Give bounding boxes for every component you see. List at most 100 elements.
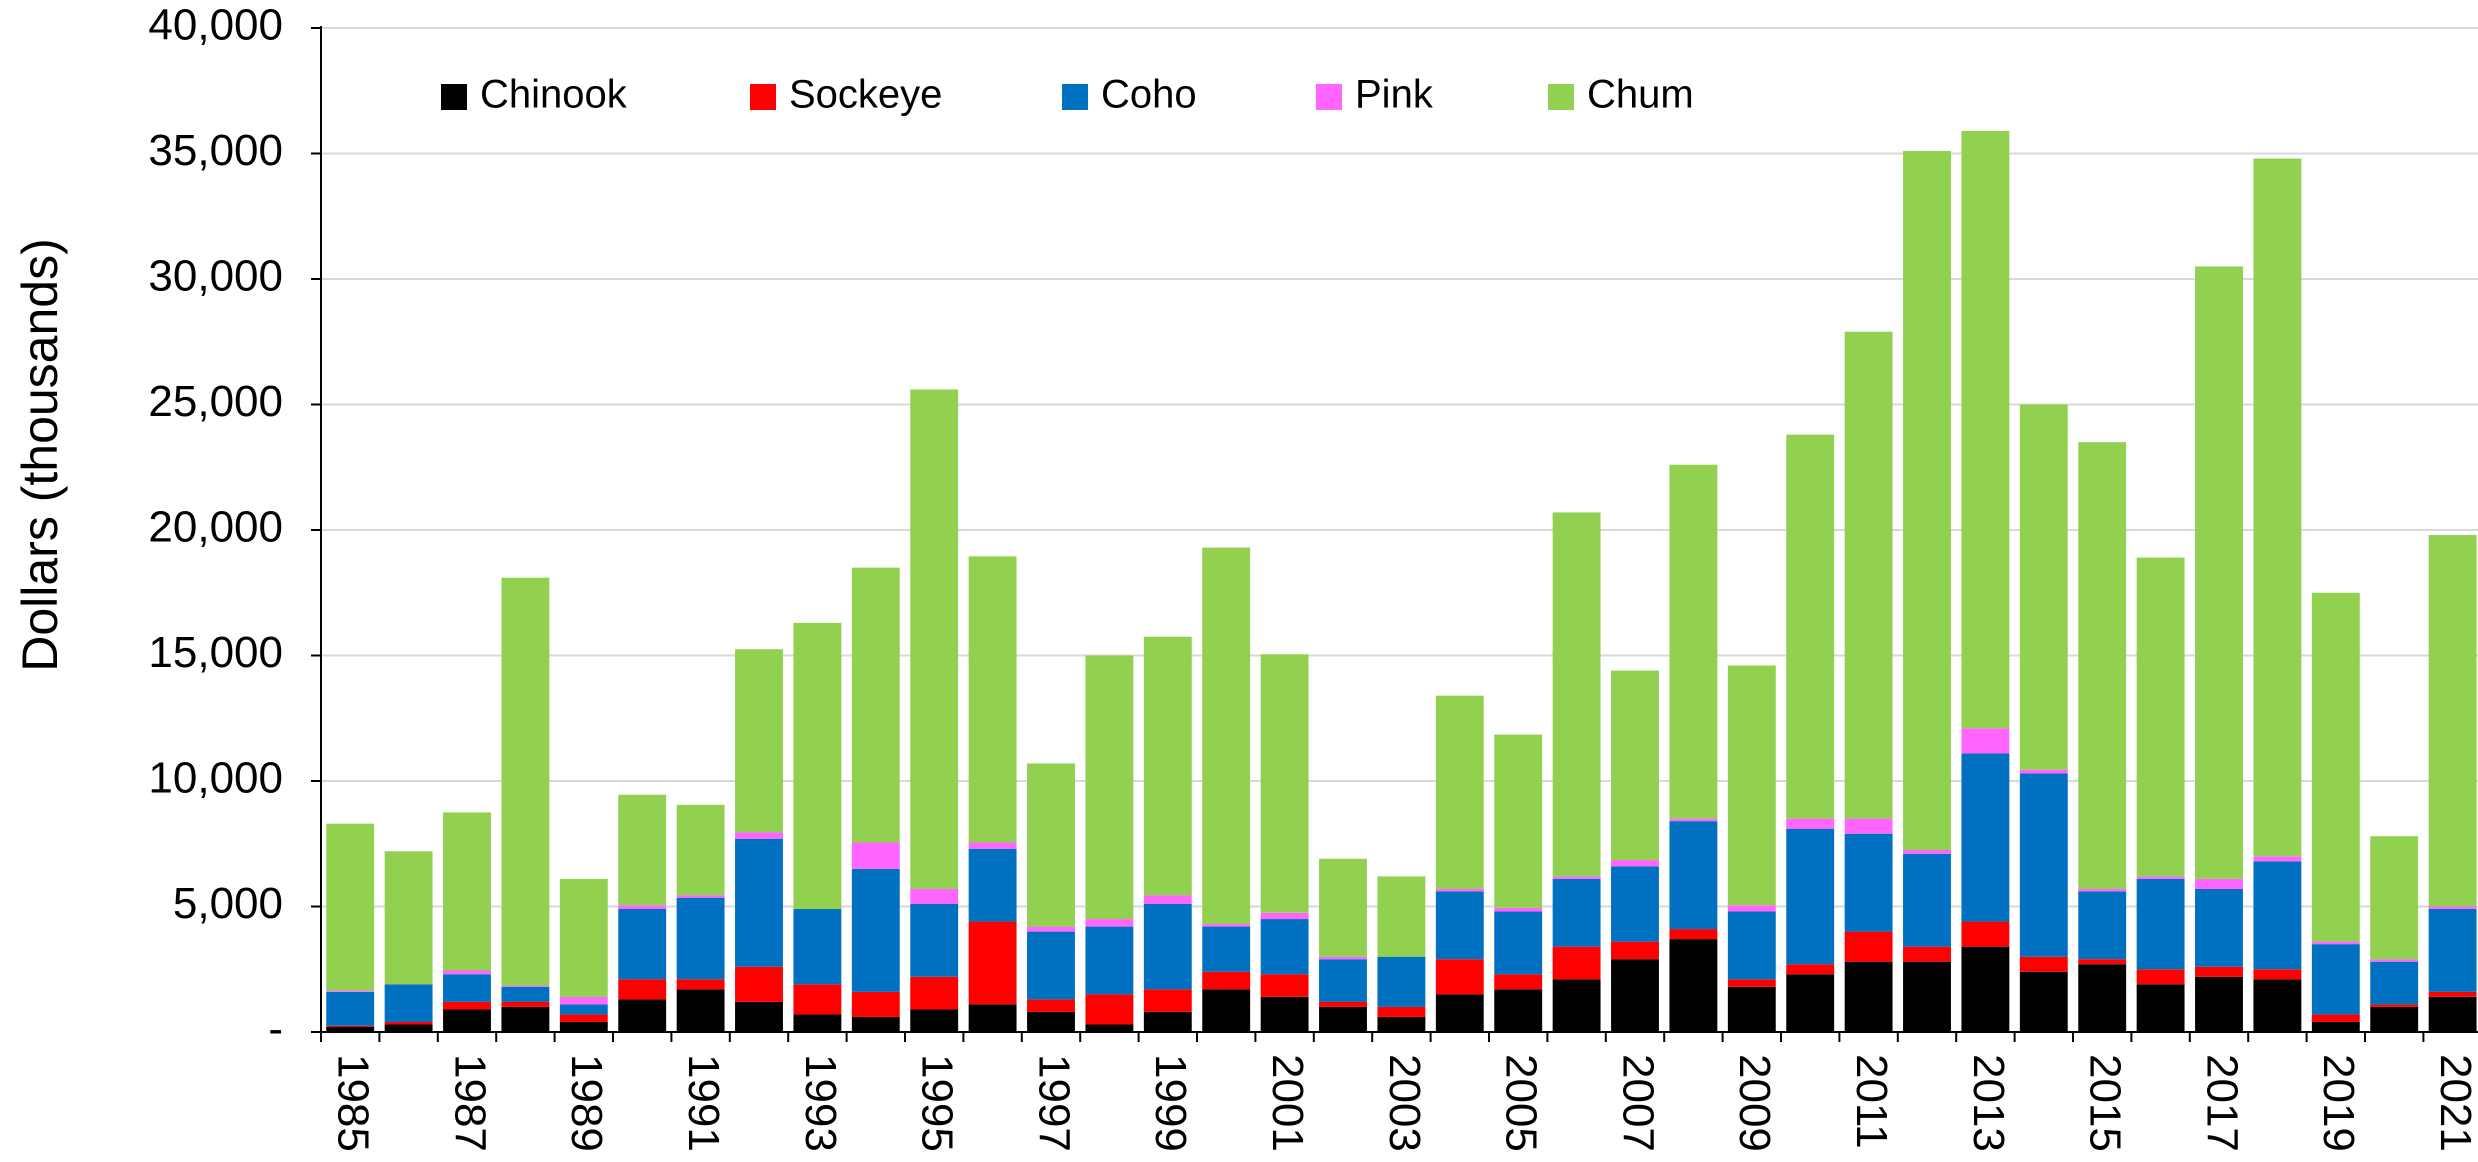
bar-segment [2195, 266, 2243, 879]
bar-segment [2195, 878, 2243, 889]
bar-segment [1085, 994, 1134, 1025]
bar-segment [1143, 895, 1192, 904]
legend-label: Coho [1101, 73, 1197, 117]
bar-segment [559, 878, 608, 997]
bar-segment [1377, 1016, 1426, 1032]
bar-segment [2019, 404, 2068, 770]
bar-segment [1202, 547, 1251, 925]
bar-segment [1786, 434, 1835, 819]
x-tick-label: 1989 [562, 1054, 611, 1152]
bar-segment [2428, 996, 2477, 1032]
bar-segment [384, 984, 433, 1022]
bar-segment [326, 1026, 375, 1032]
bar-segment [501, 1001, 550, 1007]
y-tick-label: - [268, 1005, 283, 1054]
bar-segment [384, 1024, 433, 1032]
bar-segment [1143, 989, 1192, 1012]
x-tick-label: 2003 [1380, 1054, 1429, 1152]
bar-segment [1377, 956, 1426, 1007]
bar-segment [1844, 818, 1893, 834]
y-tick-label: 5,000 [173, 879, 283, 928]
bar-segment [2019, 956, 2068, 972]
bar-segment [1085, 926, 1134, 995]
bar-segment [735, 838, 783, 967]
bar-segment [1669, 939, 1718, 1032]
bar-segment [676, 979, 725, 990]
bar-segment [1494, 989, 1543, 1032]
bar-segment [1727, 905, 1776, 912]
bar-segment [1903, 850, 1951, 854]
bar-segment [326, 1025, 375, 1027]
bar-segment [851, 991, 900, 1017]
bar-segment [1727, 911, 1776, 980]
bar-segment [2136, 557, 2185, 877]
bar-segment [676, 804, 725, 896]
x-tick-label: 2005 [1497, 1054, 1546, 1152]
bar-segment [968, 556, 1017, 843]
bar-segment [1260, 912, 1309, 920]
x-tick-label: 2019 [2314, 1054, 2363, 1152]
bar-segment [2195, 976, 2243, 1032]
bar-segment [2136, 969, 2185, 985]
bar-segment [910, 888, 959, 904]
bar-segment [2136, 984, 2185, 1032]
bar-segment [1377, 876, 1426, 957]
bar-segment [2428, 909, 2477, 992]
x-tick-label: 1997 [1029, 1054, 1078, 1152]
bar-segment [2370, 1004, 2419, 1007]
bar-segment [793, 909, 842, 985]
bar-segment [443, 1001, 491, 1010]
bar-segment [1435, 888, 1484, 892]
bar-segment [2253, 158, 2302, 857]
bar-segment [793, 1014, 842, 1032]
bar-segment [968, 848, 1017, 922]
bar-segment [1143, 636, 1192, 896]
y-axis-label: Dollars (thousands) [12, 238, 68, 672]
y-tick-label: 10,000 [148, 754, 283, 803]
bar-segment [735, 649, 783, 833]
bar-segment [384, 1021, 433, 1025]
y-tick-label: 25,000 [148, 377, 283, 426]
bar-segment [968, 842, 1017, 849]
bar-segment [1611, 866, 1659, 942]
x-tick-label: 2007 [1613, 1054, 1662, 1152]
bar-segment [968, 1004, 1017, 1032]
bar-segment [1143, 1011, 1192, 1032]
bar-segment [1552, 979, 1601, 1032]
bar-segment [2078, 442, 2127, 889]
bar-segment [735, 832, 783, 839]
bar-segment [2428, 906, 2477, 910]
bar-segment [326, 991, 375, 1026]
bar-segment [735, 966, 783, 1002]
bar-segment [2195, 888, 2243, 967]
bar-segment [618, 905, 667, 910]
legend-label: Chinook [480, 73, 628, 117]
x-tick-label: 2013 [1964, 1054, 2013, 1152]
bar-segment [2370, 836, 2419, 960]
bar-segment [559, 1021, 608, 1032]
bar-segment [1260, 996, 1309, 1032]
bar-segment [910, 976, 959, 1010]
bar-segment [501, 1006, 550, 1032]
bar-segment [2019, 971, 2068, 1032]
x-tick-label: 1995 [913, 1054, 962, 1152]
bar-segment [501, 985, 550, 987]
bar-segment [2195, 966, 2243, 977]
bar-segment [559, 1004, 608, 1015]
bar-segment [1727, 986, 1776, 1032]
bar-segment [1319, 959, 1367, 1002]
bar-segment [1903, 150, 1951, 851]
bar-segment [793, 622, 842, 910]
bar-segment [1727, 979, 1776, 987]
bar-segment [2428, 535, 2477, 907]
bar-segment [1844, 961, 1893, 1032]
x-tick-label: 1991 [679, 1054, 728, 1152]
bar-segment [1844, 331, 1893, 819]
bar-segment [1494, 974, 1543, 990]
bar-segment [1903, 853, 1951, 947]
y-tick-label: 40,000 [148, 1, 283, 50]
bar-segment [851, 842, 900, 869]
bar-segment [2253, 979, 2302, 1032]
bar-segment [1143, 903, 1192, 990]
x-tick-label: 2021 [2431, 1054, 2478, 1152]
